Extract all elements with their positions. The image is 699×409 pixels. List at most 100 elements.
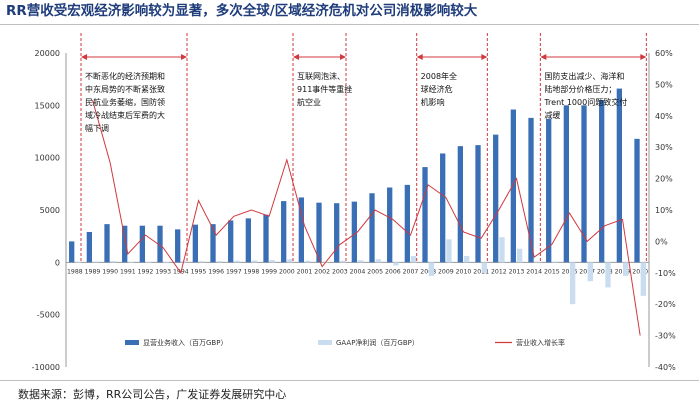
right-tick-label: 10% bbox=[655, 206, 673, 215]
revenue-bar bbox=[528, 117, 534, 263]
x-tick-label: 2009 bbox=[438, 268, 454, 275]
net-profit-bar bbox=[216, 261, 222, 263]
legend-profit-swatch bbox=[318, 340, 332, 345]
x-tick-label: 1990 bbox=[102, 268, 118, 275]
annotation-text: 2008年全 bbox=[421, 71, 457, 81]
net-profit-bar bbox=[623, 262, 629, 276]
x-tick-label: 2011 bbox=[473, 268, 489, 275]
right-tick-label: 20% bbox=[655, 175, 673, 184]
revenue-bar bbox=[228, 220, 234, 263]
revenue-bar bbox=[581, 105, 587, 263]
net-profit-bar bbox=[570, 262, 576, 305]
x-tick-label: 2005 bbox=[367, 268, 383, 275]
net-profit-bar bbox=[499, 237, 505, 263]
right-tick-label: 40% bbox=[655, 112, 673, 121]
net-profit-bar bbox=[375, 259, 381, 263]
annotation-text: 陆地部分价格压力； bbox=[544, 84, 616, 94]
revenue-bar bbox=[210, 224, 216, 263]
x-tick-label: 2006 bbox=[385, 268, 401, 275]
title-divider bbox=[0, 24, 699, 25]
source-note: 数据来源：彭博，RR公司公告，广发证券发展研究中心 bbox=[18, 388, 287, 401]
revenue-bar bbox=[475, 145, 481, 263]
net-profit-bar bbox=[305, 260, 311, 263]
net-profit-bar bbox=[269, 260, 275, 263]
left-tick-label: 0 bbox=[55, 258, 60, 267]
left-tick-label: 5000 bbox=[40, 206, 60, 215]
legend-profit-label: GAAP净利润（百万GBP） bbox=[336, 338, 419, 347]
net-profit-bar bbox=[481, 262, 487, 273]
net-profit-bar bbox=[358, 260, 364, 263]
x-tick-label: 2013 bbox=[509, 268, 525, 275]
annotation-arrow-left bbox=[416, 54, 423, 60]
x-tick-label: 2008 bbox=[420, 268, 436, 275]
annotation-text: 中东局势的不断紧张致 bbox=[85, 84, 165, 94]
annotation-text: 减缓 bbox=[544, 110, 560, 120]
legend-growth-label: 营业收入增长率 bbox=[516, 338, 565, 347]
x-tick-label: 2010 bbox=[456, 268, 472, 275]
right-tick-label: -20% bbox=[655, 300, 676, 309]
x-tick-label: 1991 bbox=[120, 268, 136, 275]
revenue-bar bbox=[175, 229, 181, 263]
revenue-bar bbox=[316, 202, 322, 263]
net-profit-bar bbox=[287, 259, 293, 263]
x-tick-label: 1988 bbox=[67, 268, 83, 275]
revenue-chart: 20000 15000 10000 5000 0 -5000 -10000 60% 50% 40%… bbox=[32, 33, 676, 372]
x-tick-label: 1998 bbox=[244, 268, 260, 275]
x-tick-label: 1995 bbox=[191, 268, 207, 275]
revenue-bar bbox=[404, 184, 410, 263]
annotation-arrow-left bbox=[293, 54, 300, 60]
net-profit-bar bbox=[411, 256, 417, 263]
bar-layer bbox=[69, 88, 646, 305]
annotation-arrow-right bbox=[640, 54, 647, 60]
x-tick-label: 1989 bbox=[85, 268, 101, 275]
revenue-bar bbox=[245, 218, 251, 263]
net-profit-bar bbox=[163, 262, 169, 264]
chart-title: RR营收受宏观经济影响较为显著，多次全球/区域经济危机对公司消极影响较大 bbox=[6, 3, 478, 19]
net-profit-bar bbox=[393, 262, 399, 266]
right-tick-label: 60% bbox=[655, 49, 673, 58]
revenue-bar bbox=[493, 134, 499, 263]
revenue-bar bbox=[281, 201, 287, 263]
annotation-text: 民航业务萎缩，国防领 bbox=[85, 97, 165, 107]
left-tick-label: 10000 bbox=[35, 154, 60, 163]
annotation-arrow-left bbox=[540, 54, 547, 60]
revenue-bar bbox=[563, 105, 569, 263]
net-profit-bar bbox=[640, 262, 646, 296]
revenue-bar bbox=[457, 146, 463, 263]
right-tick-label: 0% bbox=[655, 237, 668, 246]
growth-rate-line bbox=[92, 99, 641, 336]
revenue-bar bbox=[351, 201, 357, 263]
legend-revenue-label: 显营业务收入（百万GBP） bbox=[143, 338, 227, 347]
x-tick-label: 2016 bbox=[562, 268, 578, 275]
revenue-bar bbox=[510, 109, 516, 263]
annotation-arrow-right bbox=[181, 54, 188, 60]
x-tick-label: 2014 bbox=[526, 268, 542, 275]
net-profit-bar bbox=[464, 256, 470, 263]
revenue-bar bbox=[298, 197, 304, 263]
x-tick-label: 2012 bbox=[491, 268, 507, 275]
right-tick-label: -30% bbox=[655, 332, 676, 341]
annotation-text: 互联网泡沫、 bbox=[297, 71, 345, 81]
x-tick-label: 2018 bbox=[597, 268, 613, 275]
revenue-bar bbox=[139, 225, 145, 263]
revenue-bar bbox=[263, 214, 269, 263]
revenue-bar bbox=[546, 118, 552, 263]
net-profit-bar bbox=[146, 262, 152, 263]
revenue-bar bbox=[634, 138, 640, 263]
x-tick-label: 2002 bbox=[314, 268, 330, 275]
x-tick-label: 1992 bbox=[138, 268, 154, 275]
x-tick-label: 1999 bbox=[261, 268, 277, 275]
annotation-arrow-right bbox=[481, 54, 488, 60]
right-tick-label: 50% bbox=[655, 80, 673, 89]
x-tick-label: 2019 bbox=[615, 268, 631, 275]
net-profit-bar bbox=[128, 262, 134, 263]
net-profit-bar bbox=[234, 260, 240, 263]
net-profit-bar bbox=[587, 262, 593, 282]
revenue-bar bbox=[387, 187, 393, 263]
revenue-bar bbox=[616, 88, 622, 263]
net-profit-bar bbox=[517, 248, 523, 263]
left-tick-label: -10000 bbox=[32, 363, 60, 372]
annotation-text: 机影响 bbox=[421, 97, 445, 107]
revenue-bar bbox=[157, 225, 163, 263]
right-tick-label: -10% bbox=[655, 269, 676, 278]
